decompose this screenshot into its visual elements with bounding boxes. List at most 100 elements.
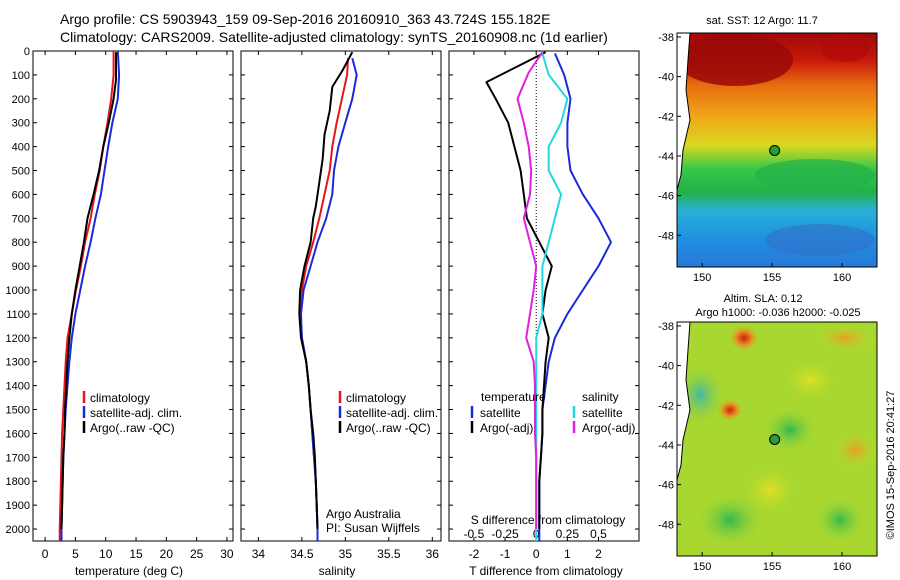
x-tick-label: 30 [220,547,234,561]
legend-label: satellite-adj. clim. [90,406,182,420]
series-line-salinity-argo-adj- [516,51,544,529]
coastline [676,321,691,481]
salinity-x-axis: 34 34.5 35 35.5 36 [252,51,439,561]
lat-tick-label: -46 [658,191,674,203]
sla-map [676,321,878,557]
sla-patch [816,498,864,542]
sst-map-axes: -38 -40 -42 -44 -46 -48 150 155 160 [658,32,851,284]
credit-pi: PI: Susan Wijffels [326,521,420,535]
lat-tick-label: -44 [658,440,674,452]
argo-float-marker [769,144,781,156]
series-line-temperature-argo-adj- [485,51,553,529]
lat-tick-label: -42 [658,111,674,123]
x-tick-label: 34.5 [290,547,314,561]
sla-map-axes: -38 -40 -42 -44 -46 -48 150 155 160 [658,321,851,573]
sla-patch [764,408,816,452]
depth-tick-label: 2000 [6,524,30,536]
depth-tick-label: 800 [12,237,30,249]
sst-cool-patch [755,159,875,191]
depth-tick-label: 0 [24,46,30,58]
legend-salinity-header: salinity [582,390,619,404]
depth-tick-label: 1800 [6,476,30,488]
argo-float-marker [769,433,781,445]
depth-tick-label: 1200 [6,333,30,345]
legend-label: Argo(..raw -QC) [90,421,175,435]
x-tick-label: -1 [500,547,511,561]
x-tick-label: -2 [469,547,480,561]
legend-label: satellite-adj. clim. [346,406,438,420]
depth-tick-label: 1000 [6,285,30,297]
lat-tick-label: -40 [658,72,674,84]
lat-tick-label: -46 [658,480,674,492]
sst-map-title: sat. SST: 12 Argo: 11.7 [706,15,818,27]
sla-map-title2: Argo h1000: -0.036 h2000: -0.025 [695,307,860,319]
sla-patch [728,324,760,352]
depth-tick-label: 600 [12,189,30,201]
lat-tick-label: -48 [658,230,674,242]
legend-label: Argo(-adj) [582,421,635,435]
lon-tick-label: 150 [693,561,711,573]
sst-warm-patch [820,34,870,62]
salinity-legend: climatology satellite-adj. clim. Argo(..… [338,391,438,435]
sla-patch [815,324,875,352]
sla-map-title1: Altim. SLA: 0.12 [724,293,803,305]
x-tick-label: 5 [72,547,79,561]
lat-tick-label: -48 [658,519,674,531]
temperature-legend: climatology satellite-adj. clim. Argo(..… [82,391,182,435]
lon-tick-label: 155 [763,561,781,573]
depth-tick-label: 900 [12,261,30,273]
x-tick-label: 0 [42,547,49,561]
difference-panel-frame [448,50,640,542]
lon-tick-label: 160 [833,561,851,573]
depth-axis: 0 100 200 300 400 500 600 700 800 900 1000 1100 1200… [6,46,639,536]
depth-tick-label: 1600 [6,428,30,440]
s-tick-label: -0.5 [464,527,485,541]
depth-tick-label: 500 [12,166,30,178]
credit-org: Argo Australia [326,507,401,521]
depth-tick-label: 300 [12,118,30,130]
x-tick-label: 35 [339,547,353,561]
lat-tick-label: -42 [658,400,674,412]
salinity-profiles [298,51,358,541]
temperature-profiles [58,50,121,541]
x-tick-label: 20 [160,547,174,561]
sla-map-frame [676,321,878,557]
s-difference-x-label: S difference from climatology [471,513,626,527]
sst-map [676,32,878,268]
lat-tick-label: -40 [658,361,674,373]
depth-tick-label: 100 [12,70,30,82]
x-tick-label: 1 [564,547,571,561]
lat-tick-label: -38 [658,321,674,333]
lon-tick-label: 150 [693,272,711,284]
x-tick-label: 25 [190,547,204,561]
legend-label: Argo(..raw -QC) [346,421,431,435]
s-tick-label: 0.25 [556,527,580,541]
figure-title-line2: Climatology: CARS2009. Satellite-adjuste… [60,29,608,45]
timestamp: ©IMOS 15-Sep-2016 20:41:27 [885,391,897,540]
coastline [676,32,691,191]
temperature-x-label: temperature (deg C) [75,564,183,578]
legend-label: climatology [346,391,406,405]
lon-tick-label: 155 [763,272,781,284]
s-tick-label: -0.25 [491,527,519,541]
x-tick-label: 0 [533,547,540,561]
x-tick-label: 34 [252,547,266,561]
lon-tick-label: 160 [833,272,851,284]
legend-label: satellite [582,406,623,420]
sla-patch [784,360,836,400]
depth-tick-label: 1700 [6,452,30,464]
temperature-x-axis: 0 5 10 15 20 25 30 [42,51,234,561]
sst-cool-patch [765,224,875,256]
series-line-climatology [58,51,115,541]
x-tick-label: 2 [595,547,602,561]
legend-temperature-header: temperature [481,390,546,404]
sst-map-frame [676,32,878,268]
sla-patch [716,398,744,422]
sla-patch [698,494,762,546]
legend-label: Argo(-adj) [480,421,533,435]
depth-tick-label: 1100 [6,309,30,321]
t-difference-x-label: T difference from climatology [469,564,623,578]
depth-tick-label: 700 [12,213,30,225]
